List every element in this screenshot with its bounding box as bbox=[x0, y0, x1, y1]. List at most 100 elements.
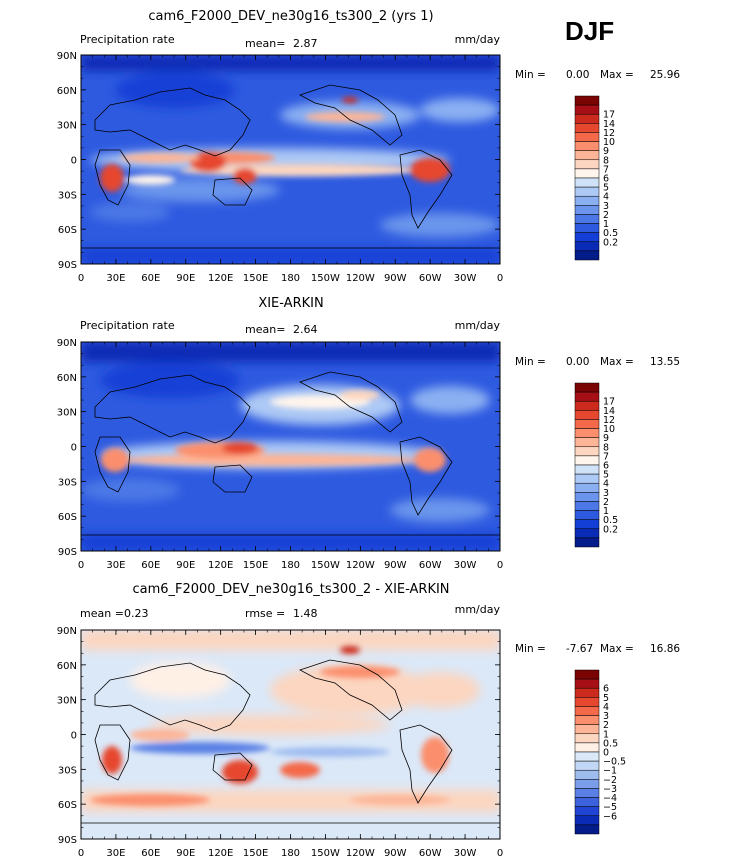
x-tick-label: 180 bbox=[281, 848, 300, 859]
colorbar-label: 14 bbox=[603, 119, 615, 130]
panel-title: XIE-ARKIN bbox=[258, 296, 323, 311]
colorbar-bin bbox=[574, 492, 600, 502]
colorbar-bin bbox=[574, 733, 600, 744]
units-label: mm/day bbox=[455, 33, 501, 46]
colorbar-label: 5 bbox=[603, 693, 609, 704]
colorbar-label: 14 bbox=[603, 406, 615, 417]
x-tick-label: 150E bbox=[243, 560, 268, 571]
y-tick-label: 90S bbox=[58, 547, 77, 558]
stat1-label: mean = bbox=[80, 607, 124, 620]
colorbar-bin bbox=[574, 437, 600, 448]
colorbar-label: 6 bbox=[603, 174, 609, 185]
x-tick-label: 120E bbox=[208, 848, 233, 859]
y-tick-label: 90S bbox=[58, 260, 77, 271]
colorbar-label: 10 bbox=[603, 424, 615, 435]
stat1-label: mean= bbox=[245, 37, 285, 50]
colorbar-label: 4 bbox=[603, 479, 609, 490]
x-tick-label: 30W bbox=[454, 560, 477, 571]
colorbar-bin bbox=[574, 241, 600, 252]
y-tick-label: 30S bbox=[58, 190, 77, 201]
colorbar-label: 0.5 bbox=[603, 228, 618, 239]
y-tick-label: 0 bbox=[71, 443, 77, 454]
colorbar-label: 2 bbox=[603, 720, 609, 731]
x-tick-label: 30W bbox=[454, 273, 477, 284]
x-tick-label: 150E bbox=[243, 273, 268, 284]
colorbar-bin bbox=[574, 382, 600, 393]
colorbar-bin bbox=[574, 410, 600, 420]
colorbar-label: −0.5 bbox=[603, 757, 626, 768]
x-tick-label: 0 bbox=[78, 848, 84, 859]
y-tick-label: 60N bbox=[57, 86, 77, 97]
x-tick-label: 90W bbox=[384, 560, 407, 571]
x-tick-label: 60W bbox=[419, 273, 442, 284]
colorbar-bin bbox=[574, 223, 600, 233]
colorbar-label: 17 bbox=[603, 110, 615, 121]
colorbar-bin bbox=[574, 760, 600, 771]
max-value: 13.55 bbox=[650, 356, 680, 368]
y-tick-label: 0 bbox=[71, 731, 77, 742]
x-tick-label: 120W bbox=[346, 273, 375, 284]
x-tick-label: 90E bbox=[176, 848, 195, 859]
y-tick-label: 90N bbox=[57, 51, 77, 62]
colorbar-label: 7 bbox=[603, 164, 609, 175]
colorbar-label: 3 bbox=[603, 711, 609, 722]
x-tick-label: 180 bbox=[281, 273, 300, 284]
colorbar-bin bbox=[574, 113, 600, 124]
min-value: 0.00 bbox=[566, 356, 589, 368]
coastlines bbox=[81, 84, 500, 249]
colorbar-bin bbox=[574, 788, 600, 798]
season-label: DJF bbox=[565, 16, 614, 46]
colorbar-label: 4 bbox=[603, 702, 609, 713]
x-tick-label: 0 bbox=[497, 273, 503, 284]
panel-title: cam6_F2000_DEV_ne30g16_ts300_2 - XIE-ARK… bbox=[132, 582, 449, 597]
colorbar-label: 8 bbox=[603, 155, 609, 166]
colorbar-label: 12 bbox=[603, 128, 615, 139]
x-tick-label: 120E bbox=[208, 560, 233, 571]
x-tick-label: 90E bbox=[176, 273, 195, 284]
colorbar-bin bbox=[574, 806, 600, 817]
x-tick-label: 120W bbox=[346, 560, 375, 571]
y-tick-label: 90N bbox=[57, 338, 77, 349]
colorbar-label: −3 bbox=[603, 784, 617, 795]
y-tick-label: 30N bbox=[57, 696, 77, 707]
colorbar-bin bbox=[574, 455, 600, 466]
colorbar-label: 0.5 bbox=[603, 738, 618, 749]
axes: 0 30E 60E 90E 120E 150E 180 150W 120W 90W 60W 30W 09… bbox=[57, 626, 503, 859]
axes: 0 30E 60E 90E 120E 150E 180 150W 120W 90W 60W 30W 09… bbox=[57, 338, 503, 571]
colorbar-bin bbox=[574, 250, 600, 261]
x-tick-label: 60W bbox=[419, 848, 442, 859]
colorbar-label: 1 bbox=[603, 219, 609, 230]
y-tick-label: 90N bbox=[57, 626, 77, 637]
map-field bbox=[81, 55, 500, 264]
colorbar-label: 6 bbox=[603, 684, 609, 695]
x-tick-label: 30E bbox=[106, 560, 125, 571]
colorbar-label: 1 bbox=[603, 729, 609, 740]
panel-difference: cam6_F2000_DEV_ne30g16_ts300_2 - XIE-ARK… bbox=[57, 582, 681, 859]
x-tick-label: 30W bbox=[454, 848, 477, 859]
x-tick-label: 60E bbox=[141, 848, 160, 859]
colorbar-bin bbox=[574, 687, 600, 698]
colorbar-bin bbox=[574, 186, 600, 197]
colorbar-bin bbox=[574, 769, 600, 780]
y-tick-label: 30S bbox=[58, 477, 77, 488]
x-tick-label: 60W bbox=[419, 560, 442, 571]
y-tick-label: 60S bbox=[58, 800, 77, 811]
colorbar-label: 0.2 bbox=[603, 237, 618, 248]
x-tick-label: 30E bbox=[106, 273, 125, 284]
left-label: Precipitation rate bbox=[80, 319, 175, 332]
colorbar-bin bbox=[574, 519, 600, 530]
x-tick-label: 30E bbox=[106, 848, 125, 859]
left-label: Precipitation rate bbox=[80, 33, 175, 46]
colorbar-bin bbox=[574, 724, 600, 735]
colorbar-label: 0.5 bbox=[603, 515, 618, 526]
x-tick-label: 60E bbox=[141, 273, 160, 284]
colorbar-bin bbox=[574, 419, 600, 429]
x-tick-label: 0 bbox=[497, 848, 503, 859]
x-tick-label: 0 bbox=[78, 273, 84, 284]
x-tick-label: 120W bbox=[346, 848, 375, 859]
colorbar-bin bbox=[574, 797, 600, 807]
y-tick-label: 60N bbox=[57, 661, 77, 672]
units-label: mm/day bbox=[455, 603, 501, 616]
